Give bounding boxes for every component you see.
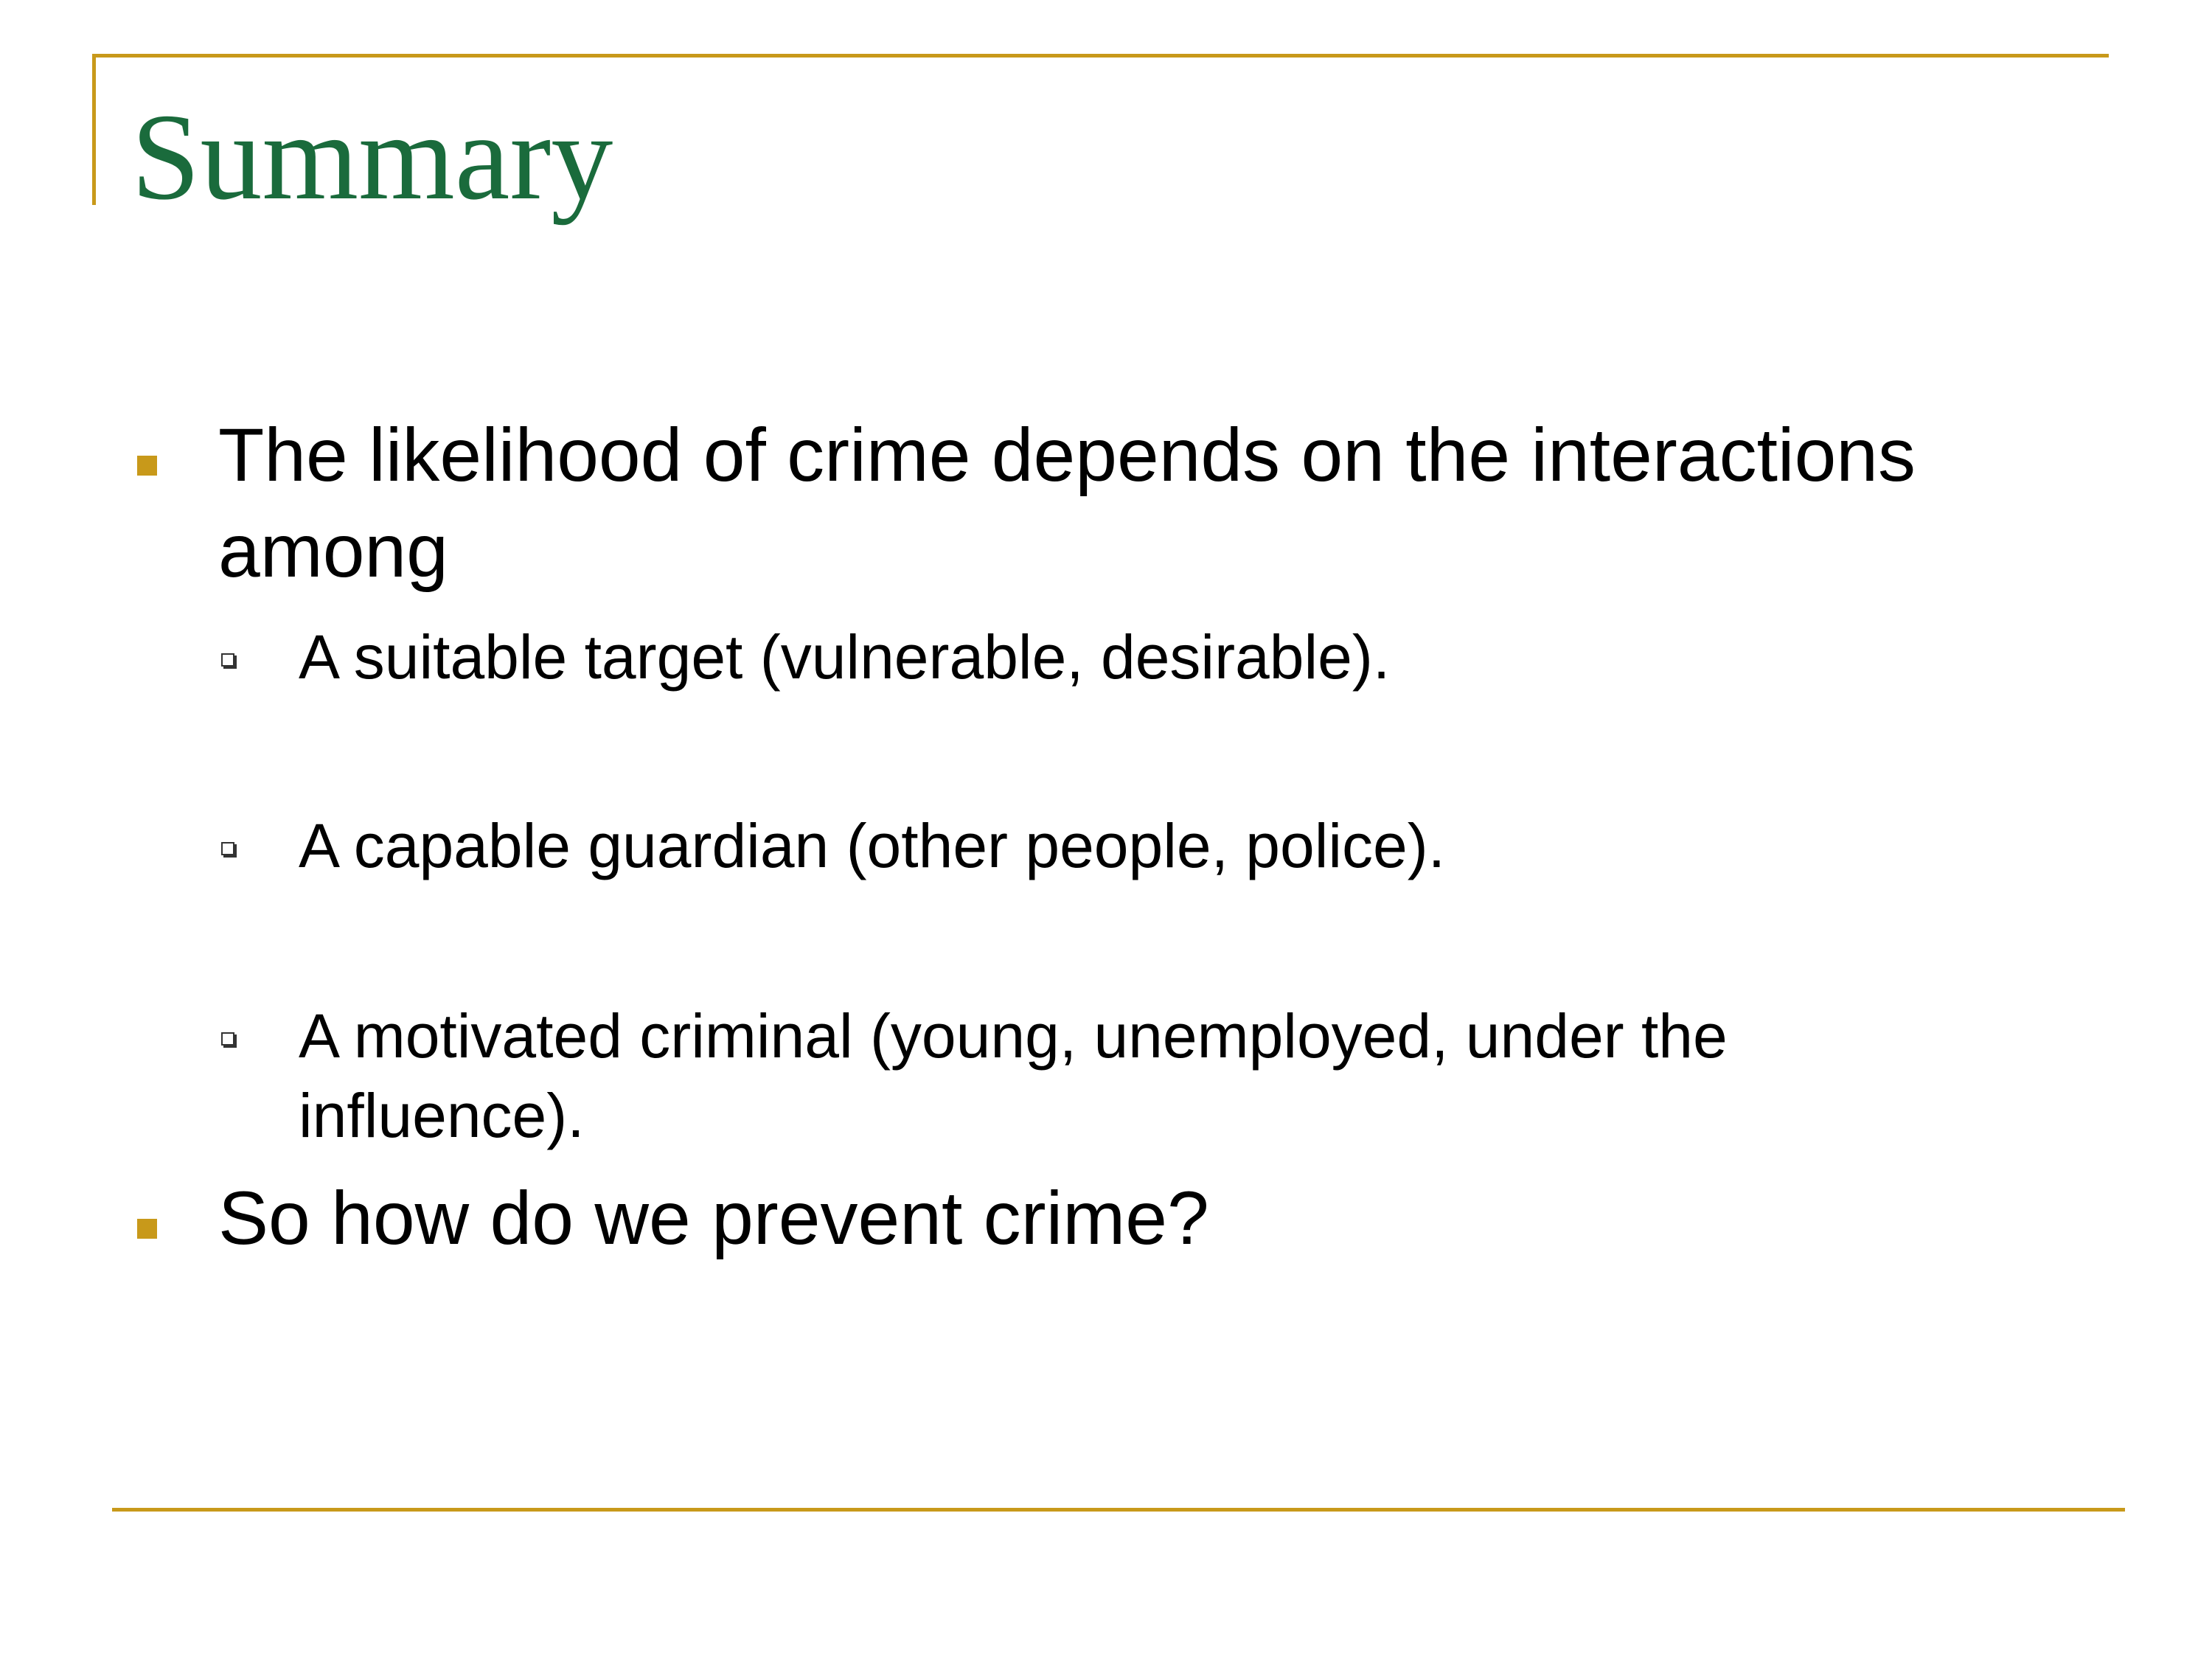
box-bullet-icon (221, 653, 234, 667)
bottom-rule (112, 1508, 2125, 1512)
sub-bullet-3-line-1: A motivated criminal (young, unemployed,… (299, 1001, 1728, 1071)
box-bullet-icon (221, 1032, 234, 1046)
sub-bullet-3-line-2: influence). (299, 1081, 585, 1150)
sub-bullet-2-text: A capable guardian (other people, police… (299, 811, 1446, 880)
left-rule (92, 54, 96, 205)
square-bullet-icon (137, 1219, 157, 1239)
main-bullet-2-text: So how do we prevent crime? (218, 1176, 1209, 1260)
slide-title: Summary (131, 88, 613, 226)
box-bullet-icon (221, 842, 234, 855)
square-bullet-icon (137, 456, 157, 476)
main-bullet-1-line-2: among (218, 509, 448, 593)
sub-bullet-1-text: A suitable target (vulnerable, desirable… (299, 622, 1391, 692)
main-bullet-1-line-1: The likelihood of crime depends on the i… (218, 413, 1916, 497)
top-rule (92, 54, 2109, 58)
